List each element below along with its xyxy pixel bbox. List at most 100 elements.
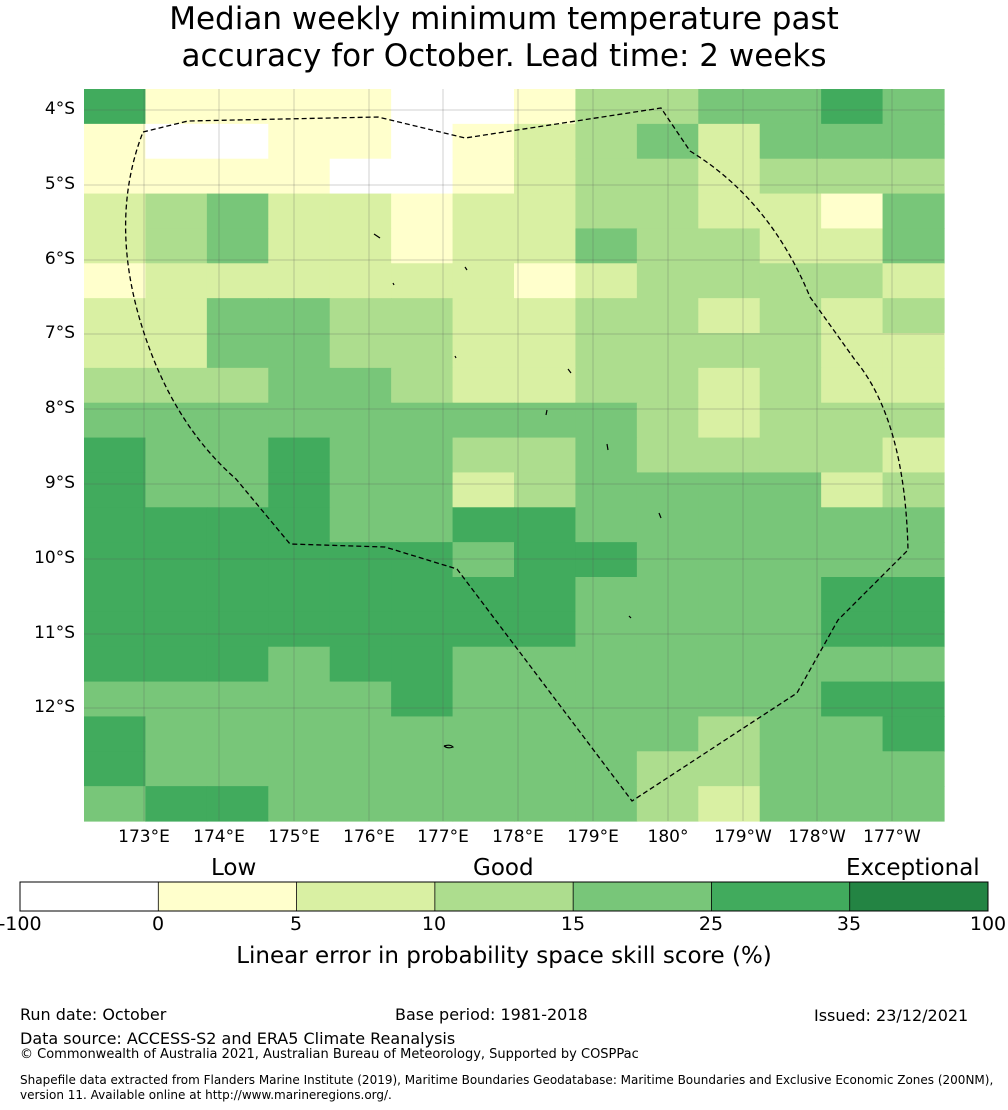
grid-cell [882,367,945,404]
grid-cell [268,716,331,752]
grid-cell [882,193,945,230]
grid-cell [84,716,147,752]
grid-cell [84,681,147,718]
grid-cell [698,402,761,439]
grid-cell [206,263,269,299]
grid-cell [759,298,822,334]
grid-cell [206,646,269,683]
grid-cell [575,263,638,299]
run-date: Run date: October [20,1005,167,1024]
grid-cell [698,89,761,125]
grid-cell [759,577,822,613]
grid-cell [452,158,515,195]
grid-cell [759,123,822,160]
longitude-label: 178°W [788,827,846,847]
grid-cell [145,716,208,752]
grid-cell [759,507,822,543]
grid-cell [329,367,392,404]
grid-cell [145,542,208,578]
island-outline [464,266,468,271]
grid-cell [452,542,515,578]
grid-cell [84,228,147,264]
island-outline [443,744,455,749]
grid-cell [575,646,638,683]
grid-cell [391,367,454,404]
grid-cell [882,786,945,822]
grid-cell [759,786,822,822]
latitude-label: 12°S [34,697,75,717]
grid-cell [84,158,147,195]
colorbar-tick: -100 [0,913,42,935]
grid-cell [882,89,945,125]
grid-cell [821,89,884,125]
grid-cell [575,751,638,787]
base-period: Base period: 1981-2018 [395,1005,588,1024]
grid-cell [206,507,269,543]
colorbar-segment [20,882,159,911]
grid-cell [452,716,515,752]
grid-cell [759,542,822,578]
grid-cell [452,437,515,474]
grid-cell [145,507,208,543]
grid-cell [329,402,392,439]
grid-cell [575,367,638,404]
grid-cell [821,123,884,160]
lat-lon-gridlines [84,89,944,821]
latitude-label: 6°S [44,249,75,269]
grid-cell [514,298,577,334]
shapefile-credit-line-1: Shapefile data extracted from Flanders M… [20,1073,994,1087]
longitude-label: 180° [647,827,689,847]
grid-cell [268,158,331,195]
colorbar-tick: 35 [836,913,862,935]
grid-cell [698,751,761,787]
grid-cell [514,123,577,160]
grid-cell [84,298,147,334]
grid-cell [268,437,331,474]
grid-cell [329,228,392,264]
grid-cell [821,507,884,543]
grid-cell [391,472,454,508]
grid-cell [391,228,454,264]
grid-cell [206,716,269,752]
colorbar-tick: 10 [421,913,447,935]
colorbar-category-low: Low [211,855,257,881]
colorbar-segment [849,882,989,911]
grid-cell [759,402,822,439]
grid-cell [329,123,392,160]
grid-cell [698,542,761,578]
grid-cell [206,367,269,404]
grid-cell [145,402,208,439]
grid-cell [882,402,945,439]
grid-cell [206,158,269,195]
colorbar [19,881,989,912]
grid-cell [821,228,884,264]
grid-cell [821,646,884,683]
grid-cell [329,437,392,474]
grid-cell [391,437,454,474]
grid-cell [452,751,515,787]
latitude-label: 5°S [44,174,75,194]
grid-cell [821,193,884,230]
grid-cell [391,89,454,125]
grid-cell [391,507,454,543]
grid-cell [514,611,577,648]
issued-date: Issued: 23/12/2021 [814,1006,969,1025]
grid-cell [882,158,945,195]
colorbar-tick: 100 [969,913,1007,935]
grid-cell [821,263,884,299]
grid-cell [514,472,577,508]
grid-cell [882,716,945,752]
grid-cell [329,577,392,613]
grid-cell [452,228,515,264]
grid-cell [821,333,884,369]
grid-cell [145,751,208,787]
grid-cell [145,228,208,264]
grid-cell [391,123,454,160]
grid-cell [575,193,638,230]
grid-cell [329,263,392,299]
grid-cell [145,786,208,822]
grid-cell [759,611,822,648]
grid-cell [268,228,331,264]
grid-cell [882,298,945,334]
grid-cell [821,402,884,439]
